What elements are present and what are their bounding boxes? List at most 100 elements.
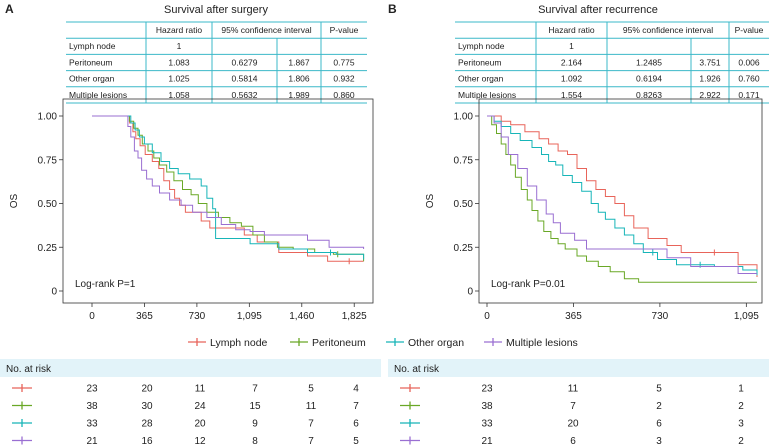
risk-cell: 38 xyxy=(481,401,493,412)
legend-label: Other organ xyxy=(408,337,464,349)
risk-cell: 7 xyxy=(308,436,314,446)
km-line-multi xyxy=(92,115,365,249)
km-line-lymph xyxy=(487,115,758,277)
y-tick-label: 1.00 xyxy=(38,112,58,123)
km-line-other xyxy=(92,115,365,260)
table-header-p: P-value xyxy=(330,25,359,35)
x-tick-label: 1,095 xyxy=(237,311,262,322)
panel-letter: A xyxy=(5,2,14,16)
x-tick-label: 1,825 xyxy=(342,311,367,322)
table-cell: 1.058 xyxy=(168,90,190,100)
table-cell: 1.806 xyxy=(288,74,310,84)
km-plot: 0 0.25 0.50 0.75 1.00 0 365 730 1,095 1,460 1,825 O… xyxy=(9,98,374,322)
risk-cell: 7 xyxy=(252,384,258,395)
y-tick-label: 0.25 xyxy=(38,243,58,254)
x-tick-label: 1,095 xyxy=(734,311,759,322)
table-row-label: Multiple lesions xyxy=(458,90,516,100)
hazard-table: Hazard ratio 95% confidence interval P-val… xyxy=(66,21,367,104)
table-cell: 2.922 xyxy=(699,90,721,100)
risk-cell: 21 xyxy=(481,436,493,446)
table-row-label: Other organ xyxy=(69,74,115,84)
table-cell: 1 xyxy=(177,41,182,51)
risk-cell: 6 xyxy=(570,436,576,446)
risk-cell: 30 xyxy=(141,401,153,412)
risk-cell: 11 xyxy=(568,384,579,395)
panel-a: A Survival after surgery Hazard ratio 95% c… xyxy=(0,2,381,446)
panel-letter: B xyxy=(388,2,397,16)
risk-cell: 7 xyxy=(570,401,576,412)
km-line-other xyxy=(487,115,758,276)
table-cell: 0.775 xyxy=(333,57,355,67)
risk-cell: 5 xyxy=(308,384,314,395)
y-axis-label: OS xyxy=(425,193,436,208)
table-cell: 0.6194 xyxy=(636,74,662,84)
table-row-label: Other organ xyxy=(458,74,504,84)
table-cell: 0.5814 xyxy=(232,74,258,84)
hazard-table: Hazard ratio 95% confidence interval P-val… xyxy=(455,21,769,104)
risk-cell: 11 xyxy=(306,401,317,412)
table-cell: 1.2485 xyxy=(636,57,662,67)
km-plot: 0 0.25 0.50 0.75 1.00 0 365 730 1,095 OS Log-rank … xyxy=(425,98,763,322)
y-tick-label: 0.50 xyxy=(38,199,58,210)
x-tick-label: 1,460 xyxy=(289,311,314,322)
table-cell: 1.083 xyxy=(168,57,190,67)
panel-b: B Survival after recurrence Hazard ratio 95… xyxy=(388,2,769,446)
y-tick-label: 0 xyxy=(51,287,57,298)
y-tick-label: 1.00 xyxy=(454,112,474,123)
table-header-ci: 95% confidence interval xyxy=(221,25,311,35)
legend-label: Peritoneum xyxy=(312,337,366,349)
table-cell: 3.751 xyxy=(699,57,721,67)
risk-cell: 6 xyxy=(353,419,359,430)
y-tick-label: 0.75 xyxy=(38,155,58,166)
risk-table: No. at risk 23 11 5 1 38 7 2 2 33 20 6 3 21 6 3 2 xyxy=(388,359,769,446)
risk-cell: 2 xyxy=(738,436,744,446)
risk-title: No. at risk xyxy=(394,364,440,375)
panel-title: Survival after recurrence xyxy=(538,4,658,16)
table-row-label: Peritoneum xyxy=(69,57,112,67)
risk-table: No. at risk 23 20 11 7 5 4 38 30 24 15 11 7 33 28 20 9 7 6… xyxy=(0,359,381,446)
table-cell: 1.025 xyxy=(168,74,190,84)
x-tick-label: 365 xyxy=(136,311,153,322)
table-header-ci: 95% confidence interval xyxy=(623,25,713,35)
km-line-perit xyxy=(487,115,757,283)
risk-cell: 5 xyxy=(656,384,662,395)
table-cell: 0.5632 xyxy=(232,90,258,100)
table-row-label: Lymph node xyxy=(458,41,505,51)
risk-cell: 1 xyxy=(738,384,744,395)
table-header-hr: Hazard ratio xyxy=(548,25,595,35)
table-row-label: Peritoneum xyxy=(458,57,501,67)
table-row-label: Lymph node xyxy=(69,41,116,51)
risk-cell: 2 xyxy=(656,401,662,412)
table-cell: 1.926 xyxy=(699,74,721,84)
risk-cell: 7 xyxy=(308,419,314,430)
risk-cell: 15 xyxy=(249,401,261,412)
x-tick-label: 0 xyxy=(89,311,95,322)
risk-cell: 23 xyxy=(86,384,98,395)
x-tick-label: 730 xyxy=(189,311,206,322)
legend-label: Lymph node xyxy=(210,337,268,349)
risk-cell: 20 xyxy=(141,384,153,395)
table-cell: 1 xyxy=(569,41,574,51)
risk-cell: 24 xyxy=(194,401,206,412)
y-tick-label: 0.25 xyxy=(454,243,474,254)
risk-cell: 33 xyxy=(481,419,493,430)
risk-cell: 20 xyxy=(194,419,206,430)
risk-header-band xyxy=(0,359,381,377)
table-cell: 0.860 xyxy=(333,90,355,100)
risk-cell: 28 xyxy=(141,419,153,430)
risk-cell: 4 xyxy=(353,384,359,395)
x-tick-label: 0 xyxy=(484,311,490,322)
risk-cell: 20 xyxy=(567,419,579,430)
risk-cell: 23 xyxy=(481,384,493,395)
panel-title: Survival after surgery xyxy=(164,4,268,16)
risk-cell: 11 xyxy=(195,384,206,395)
risk-cell: 9 xyxy=(252,419,258,430)
km-line-lymph xyxy=(92,115,364,262)
plot-frame xyxy=(62,98,374,304)
y-tick-label: 0 xyxy=(467,287,473,298)
risk-cell: 16 xyxy=(141,436,153,446)
km-line-perit xyxy=(92,115,365,262)
table-cell: 2.164 xyxy=(561,57,583,67)
risk-cell: 33 xyxy=(86,419,98,430)
y-axis-label: OS xyxy=(9,193,20,208)
